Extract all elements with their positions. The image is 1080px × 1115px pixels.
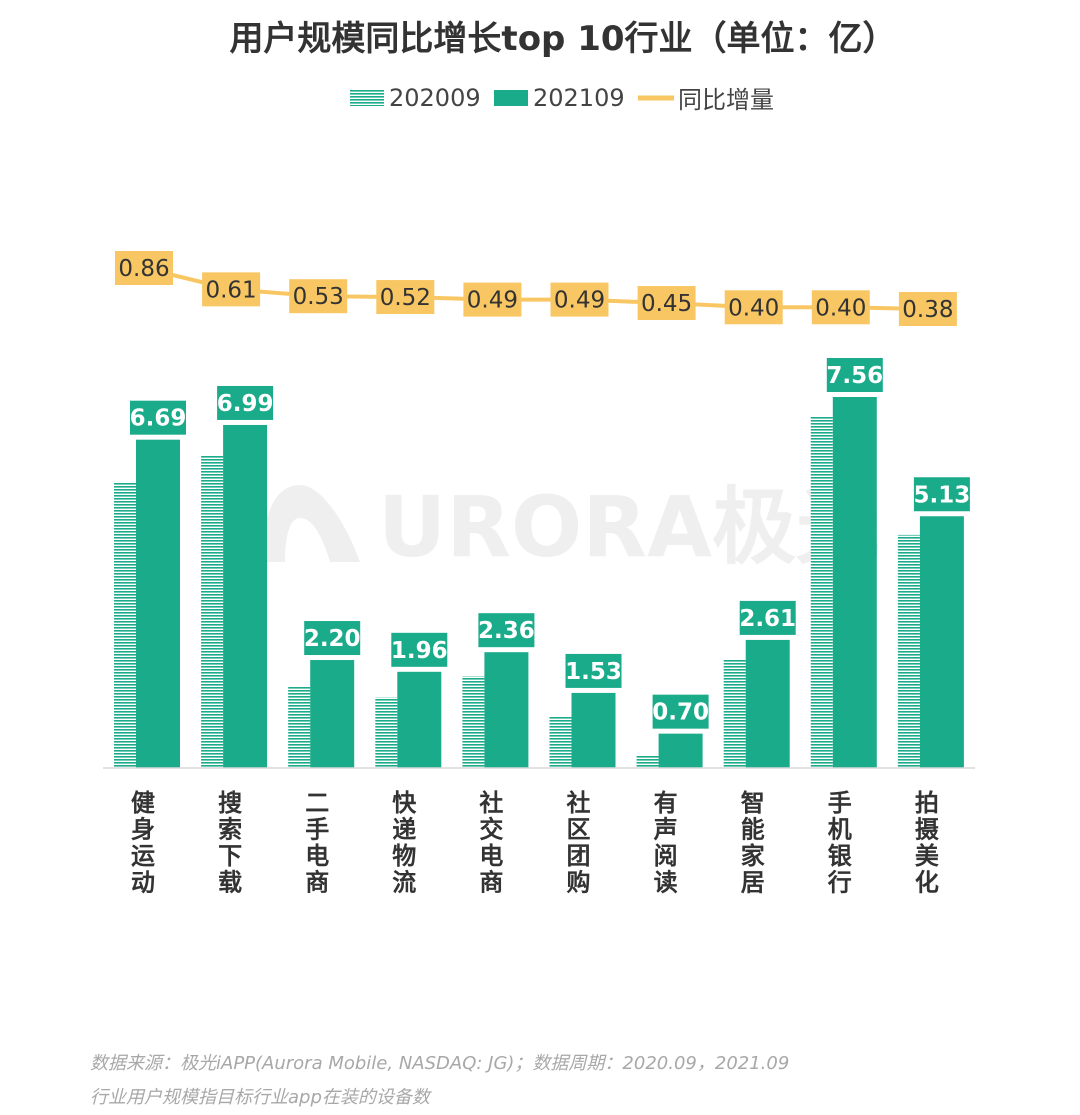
value-label-box-1 (215, 383, 276, 422)
category-label-7: 智能家居 (741, 789, 765, 897)
legend-swatch-202009 (350, 90, 384, 106)
value-label-box-5 (563, 651, 624, 690)
watermark: URORA极光 (262, 478, 880, 576)
value-label-202109-3: 1.96 (391, 638, 448, 664)
value-label-box-0 (128, 398, 188, 437)
value-label-202109-5: 1.53 (565, 659, 622, 685)
legend-label-increase: 同比增量 (678, 86, 774, 114)
value-label-202109-4: 2.36 (478, 618, 535, 644)
legend-label-202009: 202009 (389, 84, 481, 112)
category-label-5: 社区团购 (567, 789, 591, 897)
increase-label-box-0 (115, 251, 173, 285)
series-202109 (136, 397, 964, 768)
bar-202109-8 (832, 397, 877, 768)
data-labels: 6.69 0.86 6.99 0.61 2.20 0.53 1.96 0.52 2.36 0.49… (115, 251, 972, 731)
increase-label-box-7 (724, 290, 783, 325)
bar-202009-1 (201, 454, 224, 768)
watermark-text: URORA极光 (378, 478, 880, 576)
chart-title: 用户规模同比增长top 10行业（单位：亿） (229, 19, 896, 59)
value-label-box-3 (389, 630, 450, 669)
increase-label-4: 0.49 (467, 288, 518, 314)
bar-202009-0 (114, 481, 136, 768)
value-label-202109-2: 2.20 (304, 626, 361, 652)
category-labels: 健身运动 搜索下载 二手电商 快递物流 社交电商 社区团购 有声阅读 智能家居 手机银行 拍摄美化 (131, 789, 940, 897)
category-label-0: 健身运动 (131, 789, 155, 897)
footnote-source: 数据来源：极光iAPP(Aurora Mobile, NASDAQ: JG)；数… (90, 1053, 790, 1074)
series-increase (143, 266, 928, 311)
value-label-box-7 (737, 598, 798, 637)
increase-label-1: 0.61 (205, 277, 256, 303)
footnote-definition: 行业用户规模指目标行业app在装的设备数 (90, 1087, 430, 1108)
bar-202009-4 (462, 676, 485, 768)
category-label-9: 拍摄美化 (915, 789, 940, 897)
series-202009 (114, 416, 920, 768)
bar-202109-2 (310, 660, 355, 768)
increase-label-box-4 (463, 282, 522, 317)
value-label-box-8 (824, 356, 885, 394)
category-label-4: 社交电商 (479, 789, 503, 897)
bar-202009-6 (636, 755, 659, 768)
category-label-1: 搜索下载 (218, 789, 242, 897)
increase-line (143, 266, 928, 311)
watermark-logo-icon (262, 485, 360, 562)
increase-label-box-9 (898, 292, 957, 326)
legend-label-202109: 202109 (533, 84, 625, 112)
category-label-6: 有声阅读 (653, 789, 678, 897)
bar-202109-1 (223, 424, 268, 768)
value-label-202109-0: 6.69 (130, 406, 187, 432)
bar-202109-5 (571, 692, 616, 768)
bar-202009-2 (288, 686, 311, 768)
value-label-box-4 (476, 611, 537, 650)
increase-label-box-3 (376, 280, 435, 315)
increase-label-box-1 (202, 272, 261, 307)
bar-202109-3 (397, 671, 442, 768)
bar-202109-6 (658, 733, 703, 768)
increase-label-0: 0.86 (118, 256, 169, 282)
value-label-202109-7: 2.61 (739, 606, 796, 632)
value-label-202109-1: 6.99 (217, 391, 274, 417)
increase-label-box-5 (550, 282, 609, 317)
increase-label-2: 0.53 (293, 284, 344, 310)
increase-label-box-6 (637, 286, 696, 321)
increase-label-7: 0.40 (728, 295, 779, 321)
bar-202009-9 (897, 534, 920, 768)
value-label-box-6 (650, 692, 711, 731)
legend: 202009 202109 同比增量 (350, 84, 774, 114)
legend-swatch-202109 (494, 90, 528, 106)
value-label-202109-8: 7.56 (826, 363, 883, 389)
value-label-202109-9: 5.13 (914, 482, 971, 508)
increase-label-5: 0.49 (554, 288, 605, 314)
increase-label-8: 0.40 (815, 295, 866, 321)
bar-202009-5 (549, 716, 572, 768)
increase-label-3: 0.52 (380, 285, 431, 311)
bar-202109-9 (919, 516, 964, 768)
bar-202109-0 (136, 439, 180, 768)
increase-label-box-2 (289, 279, 348, 314)
value-label-202109-6: 0.70 (652, 700, 709, 726)
bar-202009-3 (375, 697, 398, 768)
category-label-2: 二手电商 (305, 789, 329, 897)
bar-202109-4 (484, 652, 529, 768)
value-label-box-2 (302, 619, 363, 658)
increase-label-box-8 (811, 290, 870, 325)
bar-202009-7 (723, 659, 746, 768)
bar-202009-8 (810, 416, 833, 768)
category-label-8: 手机银行 (827, 789, 853, 897)
increase-label-6: 0.45 (641, 291, 692, 317)
bar-202109-7 (745, 639, 790, 768)
value-label-box-9 (911, 475, 972, 514)
increase-label-9: 0.38 (902, 297, 953, 323)
category-label-3: 快递物流 (392, 789, 417, 897)
